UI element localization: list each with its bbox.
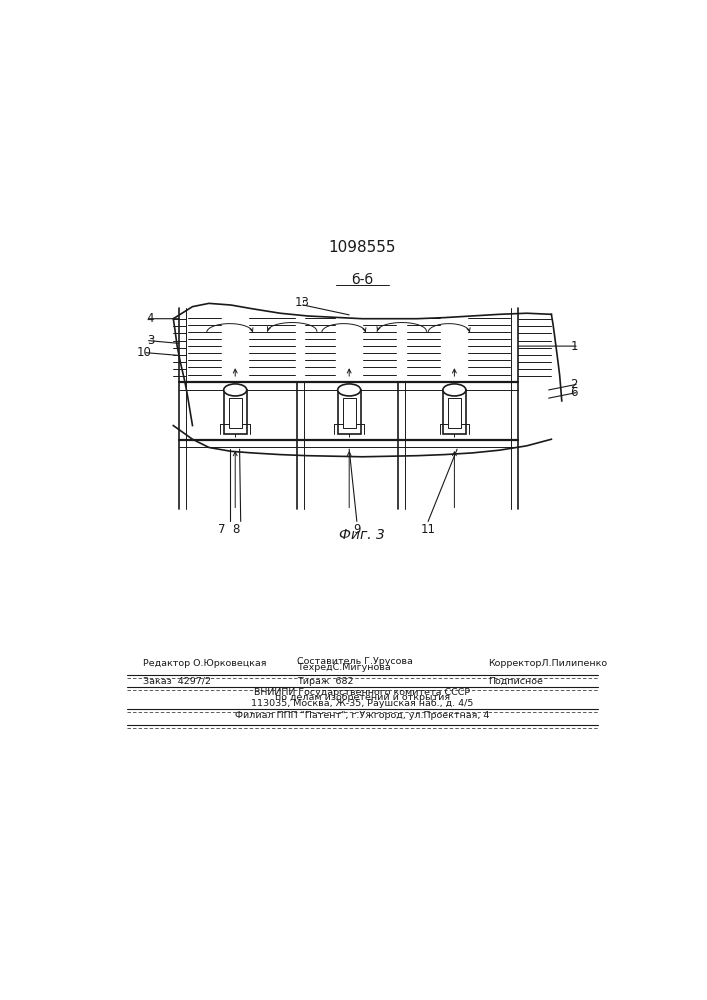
Ellipse shape	[443, 384, 466, 396]
Text: 13: 13	[295, 296, 310, 309]
Text: 3: 3	[147, 334, 154, 347]
Text: Подписное: Подписное	[489, 677, 543, 686]
Bar	[338, 390, 361, 434]
Text: КорректорЛ.Пилипенко: КорректорЛ.Пилипенко	[489, 659, 607, 668]
Text: 7: 7	[218, 523, 226, 536]
Text: ТехредС.Мигунова: ТехредС.Мигунова	[297, 663, 390, 672]
Bar	[448, 398, 461, 428]
Ellipse shape	[338, 384, 361, 396]
Text: 8: 8	[233, 523, 240, 536]
Text: Фиг. 3: Фиг. 3	[339, 528, 385, 542]
Bar	[223, 390, 247, 434]
Text: Составитель Г.Урусова: Составитель Г.Урусова	[297, 657, 412, 666]
Text: 2: 2	[571, 378, 578, 391]
Text: 9: 9	[353, 523, 361, 536]
Text: 4: 4	[146, 312, 154, 325]
Text: Редактор О.Юрковецкая: Редактор О.Юрковецкая	[144, 659, 267, 668]
Text: ВНИИПИ Государственного комитета СССР: ВНИИПИ Государственного комитета СССР	[255, 688, 470, 697]
Text: по делам изобретений и открытия: по делам изобретений и открытия	[275, 693, 450, 702]
Text: б-б: б-б	[351, 273, 373, 287]
Bar	[443, 390, 466, 434]
Text: Заказ  4297/2: Заказ 4297/2	[144, 677, 211, 686]
Bar	[228, 398, 242, 428]
Text: 10: 10	[136, 346, 151, 359]
Ellipse shape	[223, 384, 247, 396]
Text: Тираж  682: Тираж 682	[297, 677, 353, 686]
Text: 1: 1	[571, 340, 578, 353]
Text: Филиал ППП "Патент", г.Ужгород, ул.Проектная, 4: Филиал ППП "Патент", г.Ужгород, ул.Проек…	[235, 711, 489, 720]
Text: 11: 11	[421, 523, 436, 536]
Bar	[343, 398, 356, 428]
Text: 1098555: 1098555	[329, 240, 396, 255]
Text: 113035, Москва, Ж-35, Раушская наб., д. 4/5: 113035, Москва, Ж-35, Раушская наб., д. …	[251, 699, 474, 708]
Text: 6: 6	[571, 386, 578, 399]
